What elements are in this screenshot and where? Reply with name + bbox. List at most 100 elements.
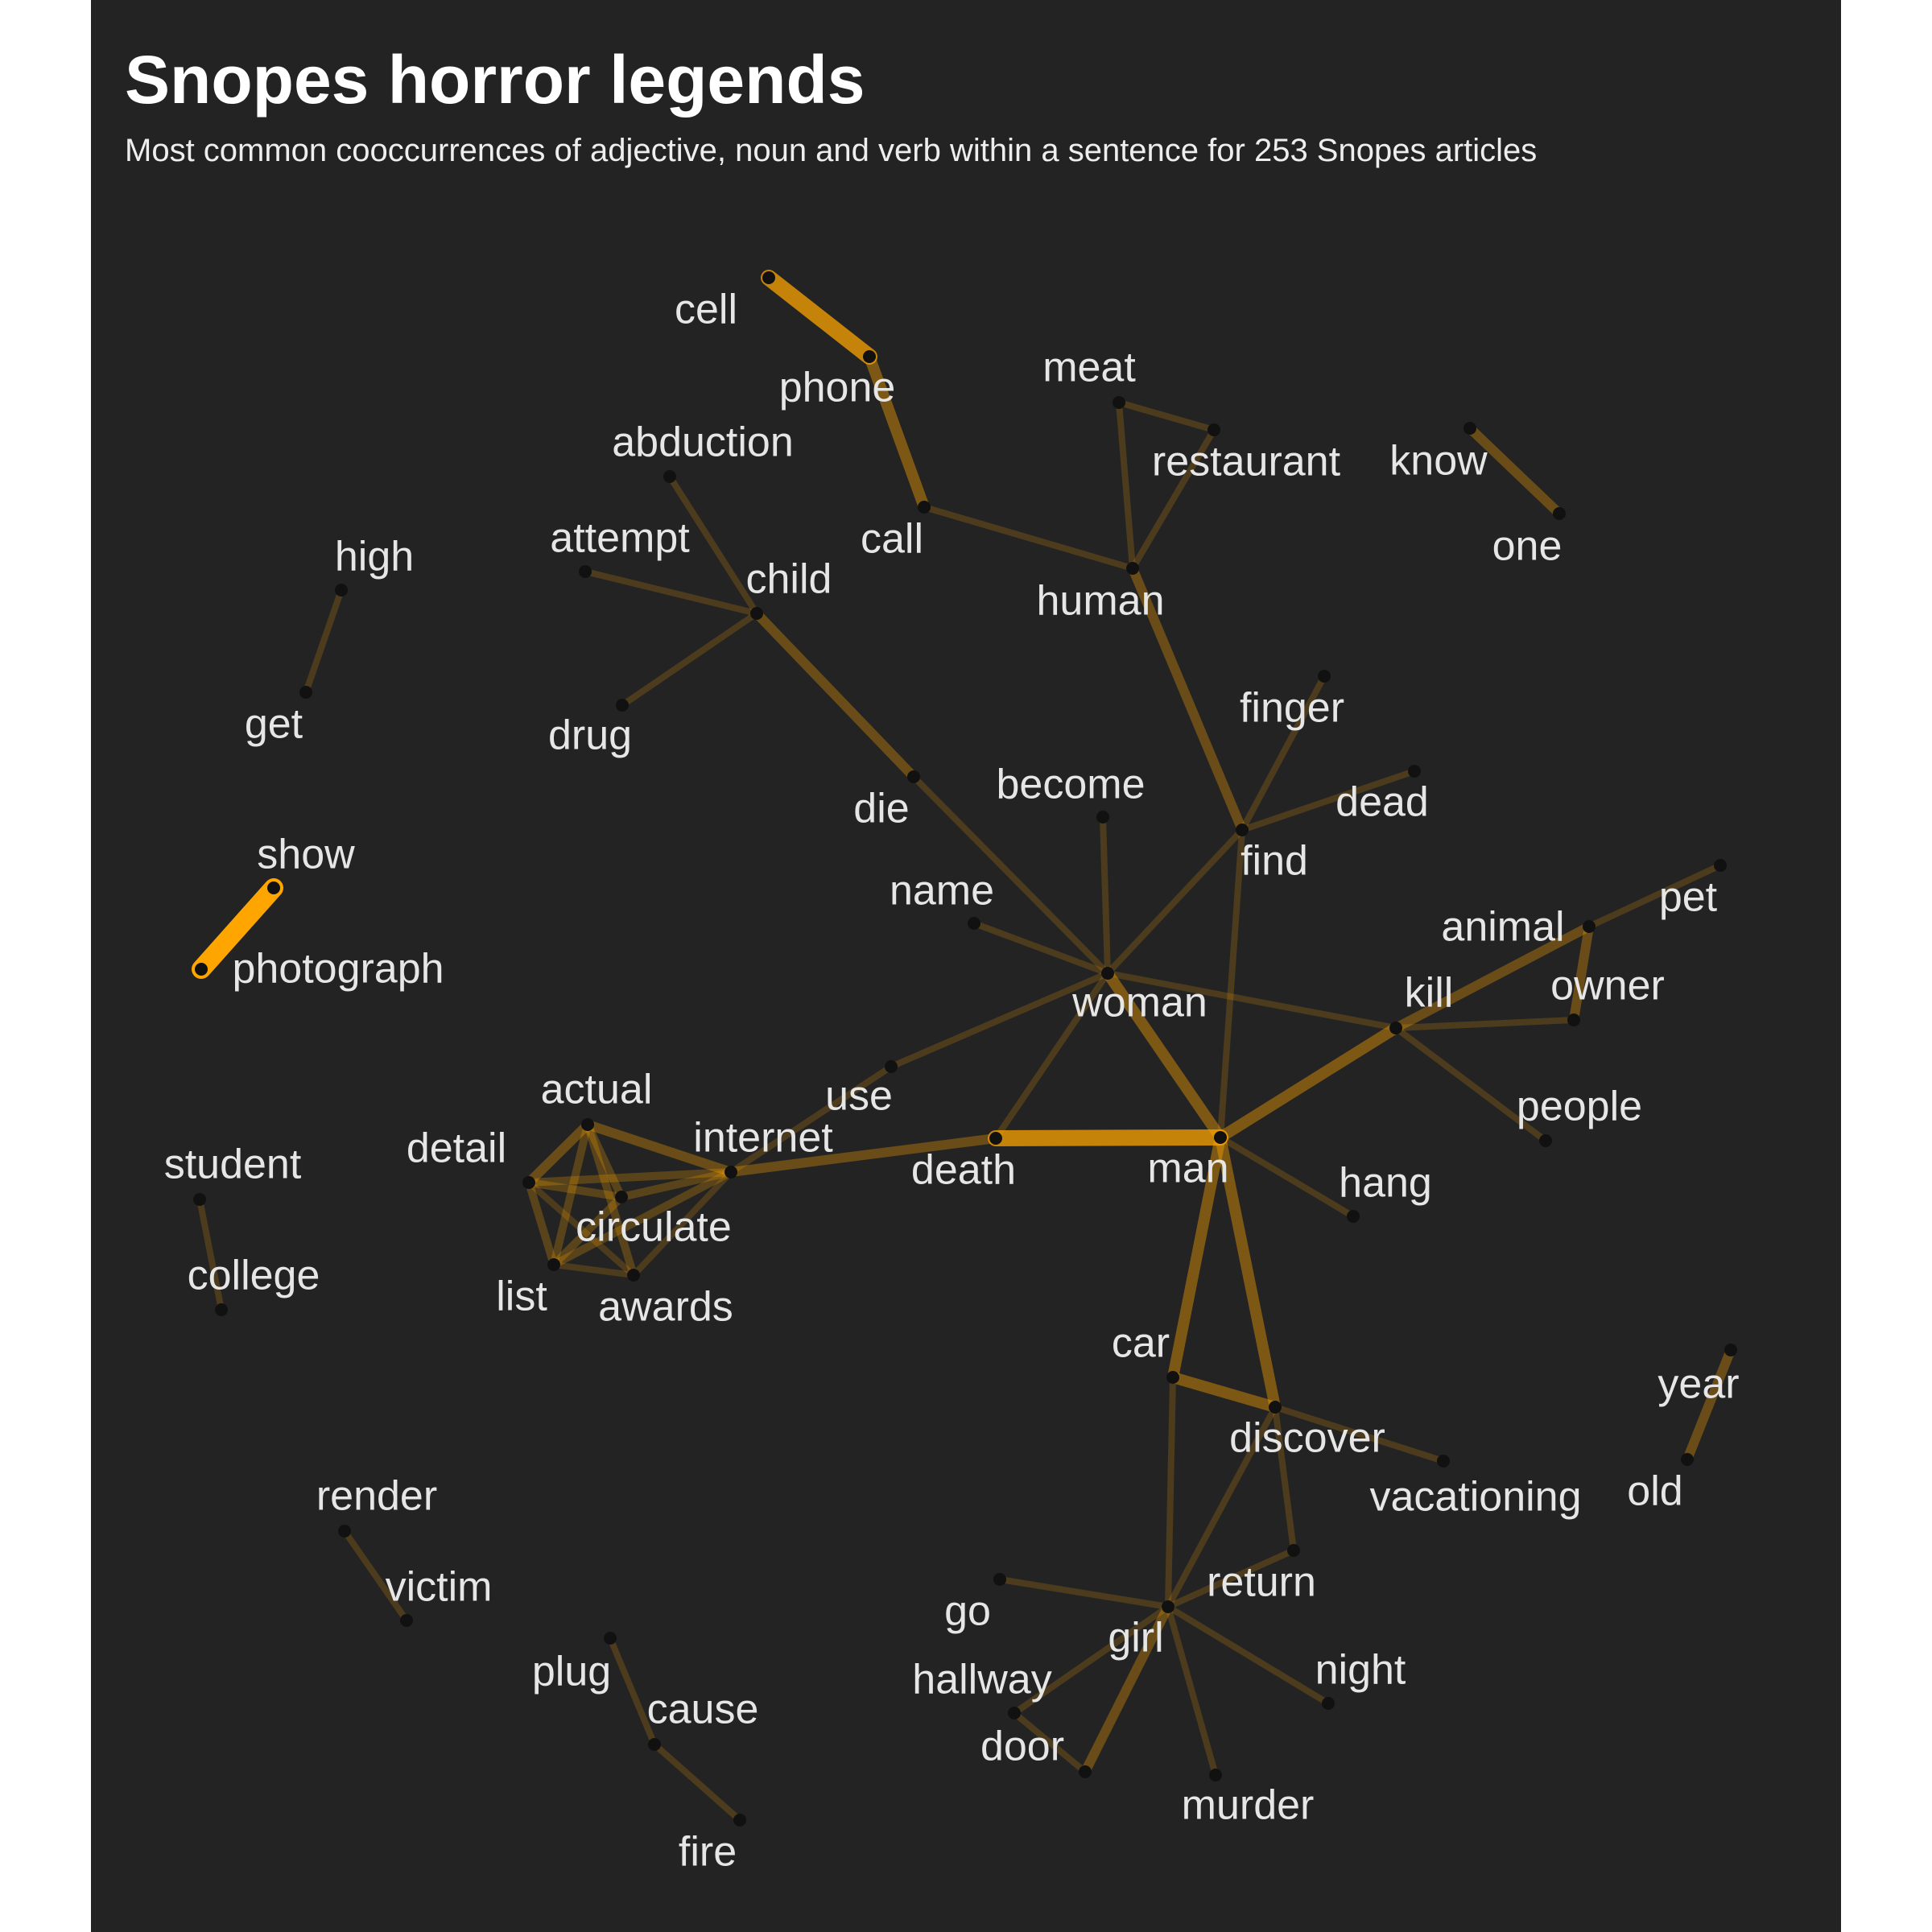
node-kill [1389,1022,1402,1034]
node-finger [1318,670,1331,683]
edge-cell-phone [761,270,877,365]
node-label-child: child [746,556,832,603]
node-label-detail: detail [407,1125,506,1172]
node-owner [1567,1013,1580,1026]
node-label-hallway: hallway [912,1657,1051,1703]
node-label-old: old [1627,1468,1682,1515]
edge-list-circulate [550,1193,625,1269]
node-fire [733,1814,746,1827]
node-label-attempt: attempt [550,515,690,562]
chart-title: Snopes horror legends [125,42,865,118]
edge-meat-human [1116,399,1136,572]
node-photograph [195,963,208,976]
node-cell [762,271,775,284]
edge-girl-door [1080,1602,1173,1777]
edge-find-man [1217,827,1245,1141]
node-label-college: college [188,1253,320,1299]
edge-render-victim [341,1528,410,1624]
node-label-go: go [944,1588,991,1635]
edge-actual-list [550,1121,592,1269]
edge-cause-fire [651,1741,743,1823]
node-label-name: name [890,868,994,914]
node-door [1079,1765,1092,1778]
edge-actual-awards [584,1121,638,1279]
edge-finger-find [1239,673,1327,833]
node-drug [616,699,629,712]
node-label-find: find [1241,838,1308,885]
node-label-kill: kill [1405,970,1454,1017]
node-go [993,1573,1006,1586]
node-label-internet: internet [693,1115,833,1162]
node-label-photograph: photograph [232,946,444,993]
node-list [547,1258,560,1271]
edge-man-kill [1215,1022,1402,1143]
edge-child-die [752,609,919,782]
node-label-return: return [1207,1559,1316,1606]
node-label-meat: meat [1042,345,1136,391]
edge-layer [192,270,1736,1823]
edge-awards-internet [630,1169,734,1278]
edge-girl-return [1165,1547,1297,1610]
node-label-fire: fire [679,1829,737,1876]
node-label-people: people [1517,1084,1642,1130]
edge-find-woman [1104,827,1245,976]
node-label-one: one [1492,523,1563,570]
node-abduction [663,470,676,483]
edge-pet-animal [1586,862,1724,930]
edge-woman-use [888,970,1111,1070]
node-label-high: high [335,534,414,580]
node-people [1539,1134,1552,1147]
edge-call-human [921,504,1136,572]
edge-human-find [1128,564,1247,835]
node-return [1287,1544,1300,1557]
edge-dead-find [1239,768,1418,833]
node-woman [1101,967,1114,980]
node-label-get: get [245,701,303,748]
node-child [750,607,763,620]
node-death [989,1132,1002,1145]
node-label-death: death [911,1147,1016,1194]
node-label-plug: plug [532,1649,611,1695]
node-label-man: man [1147,1146,1228,1192]
node-label-dead: dead [1335,779,1429,826]
node-show [267,881,280,894]
edge-detail-awards [526,1179,637,1278]
edge-car-girl [1165,1374,1176,1610]
node-label-hang: hang [1339,1160,1432,1207]
node-one [1553,507,1566,520]
node-label-human: human [1037,578,1165,625]
edge-girl-hallway [1011,1604,1171,1716]
edge-kill-people [1393,1025,1549,1144]
node-vacationing [1437,1455,1450,1468]
node-label-know: know [1389,438,1488,485]
edge-car-discover [1167,1372,1281,1413]
node-attempt [579,565,592,578]
edge-actual-internet [583,1120,736,1177]
node-night [1322,1697,1335,1710]
edge-girl-night [1165,1604,1331,1707]
node-hallway [1008,1707,1021,1719]
node-label-vacationing: vacationing [1369,1474,1581,1521]
edge-kill-owner [1393,1017,1577,1031]
edge-abduction-child [667,473,760,617]
node-label-animal: animal [1441,904,1564,951]
node-label-restaurant: restaurant [1152,439,1341,485]
node-label-list: list [496,1274,547,1320]
node-detail [522,1176,535,1189]
node-actual [581,1118,594,1131]
node-dead [1408,765,1421,778]
edge-actual-detail [524,1120,592,1187]
edge-plug-cause [607,1635,658,1748]
node-label-abduction: abduction [612,419,794,466]
edge-woman-death [993,970,1111,1141]
node-label-car: car [1112,1320,1170,1367]
edge-year-old [1682,1345,1736,1464]
node-label-render: render [316,1473,437,1520]
edge-man-discover [1215,1132,1281,1413]
node-label-cause: cause [647,1686,759,1733]
node-know [1463,422,1476,435]
node-die [907,770,920,783]
edge-detail-circulate [525,1179,625,1201]
edge-discover-girl [1165,1404,1278,1610]
edge-show-photograph [192,878,283,979]
